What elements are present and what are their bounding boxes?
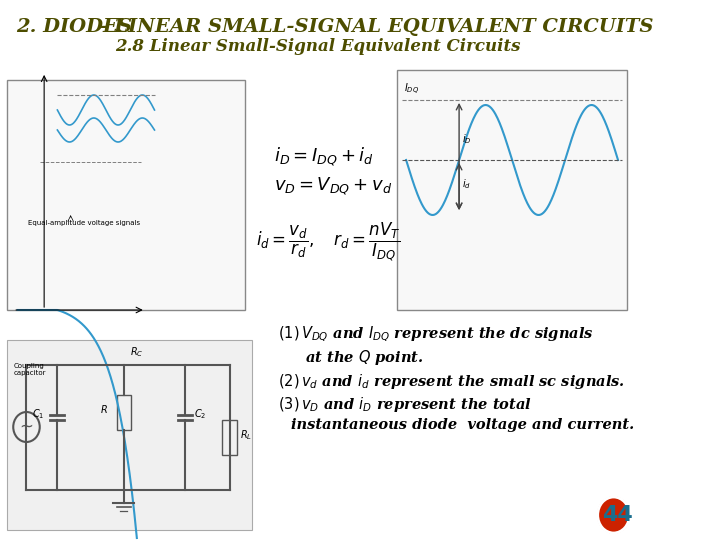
Text: ~: ~ bbox=[19, 418, 34, 436]
Text: – LINEAR SMALL-SIGNAL EQUIVALENT CIRCUITS: – LINEAR SMALL-SIGNAL EQUIVALENT CIRCUIT… bbox=[91, 18, 654, 36]
Text: $C_1$: $C_1$ bbox=[32, 407, 44, 421]
FancyBboxPatch shape bbox=[7, 80, 246, 310]
Text: $R$: $R$ bbox=[100, 403, 108, 415]
Text: $i_D = I_{DQ} + i_d$: $i_D = I_{DQ} + i_d$ bbox=[274, 145, 374, 167]
Text: $R_C$: $R_C$ bbox=[130, 345, 143, 359]
Text: $C_2$: $C_2$ bbox=[194, 407, 207, 421]
Text: $(2)\,v_d$ and $i_d$ represent the small sc signals.: $(2)\,v_d$ and $i_d$ represent the small… bbox=[278, 372, 625, 391]
FancyBboxPatch shape bbox=[397, 70, 627, 310]
FancyBboxPatch shape bbox=[7, 340, 251, 530]
Text: $R_L$: $R_L$ bbox=[240, 428, 252, 442]
Text: $i_d = \dfrac{v_d}{r_d},\quad r_d = \dfrac{nV_T}{I_{DQ}}$: $i_d = \dfrac{v_d}{r_d},\quad r_d = \dfr… bbox=[256, 220, 400, 263]
Text: $i_d$: $i_d$ bbox=[462, 178, 471, 191]
Text: Equal-amplitude voltage signals: Equal-amplitude voltage signals bbox=[28, 220, 140, 226]
Circle shape bbox=[598, 497, 629, 533]
Text: at the $Q$ point.: at the $Q$ point. bbox=[305, 348, 423, 367]
Text: $(1)\,V_{DQ}$ and $I_{DQ}$ represent the dc signals: $(1)\,V_{DQ}$ and $I_{DQ}$ represent the… bbox=[278, 325, 594, 345]
Text: Coupling
capacitor: Coupling capacitor bbox=[13, 363, 46, 376]
FancyBboxPatch shape bbox=[222, 420, 237, 455]
Text: $I_{DQ}$: $I_{DQ}$ bbox=[405, 82, 420, 97]
Text: instantaneous diode  voltage and current.: instantaneous diode voltage and current. bbox=[292, 418, 634, 432]
Text: $i_D$: $i_D$ bbox=[462, 132, 472, 146]
Text: 44: 44 bbox=[602, 505, 633, 525]
FancyBboxPatch shape bbox=[117, 395, 130, 430]
Text: 2.8 Linear Small-Signal Equivalent Circuits: 2.8 Linear Small-Signal Equivalent Circu… bbox=[115, 38, 521, 55]
Text: 2. DIODES: 2. DIODES bbox=[16, 18, 132, 36]
Text: $v_D = V_{DQ} + v_d$: $v_D = V_{DQ} + v_d$ bbox=[274, 175, 392, 197]
Text: $(3)\,v_D$ and $i_D$ represent the total: $(3)\,v_D$ and $i_D$ represent the total bbox=[278, 395, 532, 414]
